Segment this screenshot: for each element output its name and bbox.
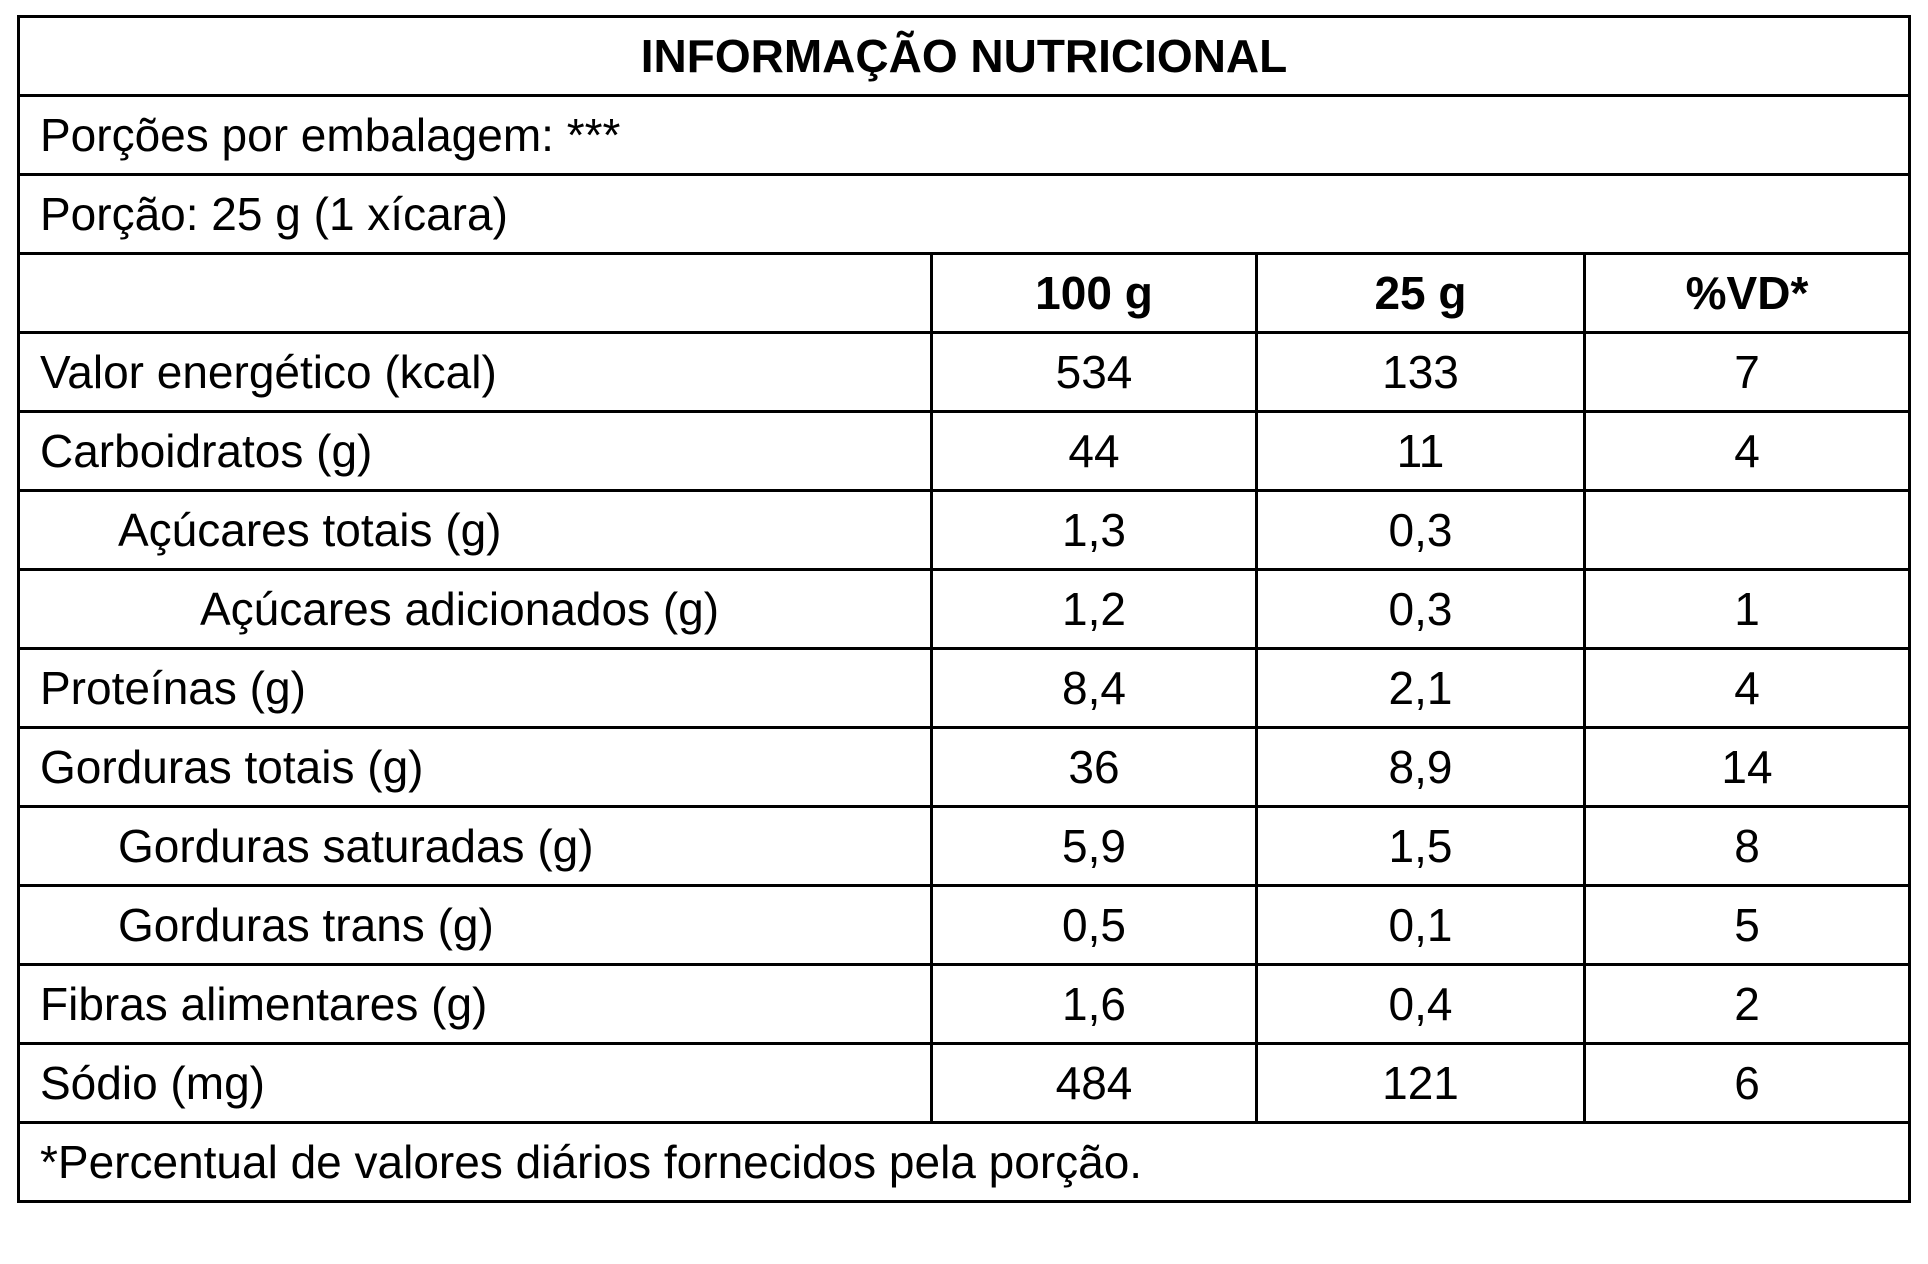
nutrient-value: 14 <box>1583 726 1911 808</box>
nutrient-value: 2,1 <box>1255 647 1586 729</box>
nutrient-row: Sódio (mg) 484 121 6 <box>17 1042 1911 1124</box>
nutrient-value: 2 <box>1583 963 1911 1045</box>
nutrient-row: Gorduras saturadas (g) 5,9 1,5 8 <box>17 805 1911 887</box>
nutrient-row: Proteínas (g) 8,4 2,1 4 <box>17 647 1911 729</box>
servings-per-package: Porções por embalagem: *** <box>17 94 1911 176</box>
nutrient-row: Carboidratos (g) 44 11 4 <box>17 410 1911 492</box>
nutrient-value: 11 <box>1255 410 1586 492</box>
nutrient-value: 534 <box>930 331 1258 413</box>
column-header: 100 g <box>930 252 1258 334</box>
nutrient-name: Valor energético (kcal) <box>17 331 933 413</box>
serving-size: Porção: 25 g (1 xícara) <box>17 173 1911 255</box>
nutrient-value: 1,2 <box>930 568 1258 650</box>
nutrient-name: Sódio (mg) <box>17 1042 933 1124</box>
table-title: INFORMAÇÃO NUTRICIONAL <box>17 15 1911 97</box>
nutrient-value: 0,4 <box>1255 963 1586 1045</box>
nutrient-row: Gorduras trans (g) 0,5 0,1 5 <box>17 884 1911 966</box>
nutrient-name: Carboidratos (g) <box>17 410 933 492</box>
nutrient-value: 133 <box>1255 331 1586 413</box>
nutrition-table: INFORMAÇÃO NUTRICIONAL Porções por embal… <box>17 15 1911 1203</box>
nutrient-value: 0,1 <box>1255 884 1586 966</box>
nutrient-value: 1,3 <box>930 489 1258 571</box>
nutrient-row: Açúcares totais (g) 1,3 0,3 <box>17 489 1911 571</box>
nutrient-name: Açúcares adicionados (g) <box>17 568 933 650</box>
nutrient-value: 1 <box>1583 568 1911 650</box>
nutrient-value: 44 <box>930 410 1258 492</box>
nutrient-value: 36 <box>930 726 1258 808</box>
empty-cell <box>1583 489 1911 571</box>
nutrient-name: Gorduras totais (g) <box>17 726 933 808</box>
nutrient-value: 8 <box>1583 805 1911 887</box>
nutrient-row: Fibras alimentares (g) 1,6 0,4 2 <box>17 963 1911 1045</box>
nutrient-value: 5,9 <box>930 805 1258 887</box>
nutrient-name: Fibras alimentares (g) <box>17 963 933 1045</box>
nutrient-value: 5 <box>1583 884 1911 966</box>
nutrient-row: Valor energético (kcal) 534 133 7 <box>17 331 1911 413</box>
nutrient-name: Gorduras trans (g) <box>17 884 933 966</box>
nutrient-value: 1,5 <box>1255 805 1586 887</box>
nutrient-value: 484 <box>930 1042 1258 1124</box>
nutrient-name: Açúcares totais (g) <box>17 489 933 571</box>
nutrient-value: 4 <box>1583 647 1911 729</box>
nutrient-value: 8,9 <box>1255 726 1586 808</box>
nutrient-value: 121 <box>1255 1042 1586 1124</box>
nutrient-value: 7 <box>1583 331 1911 413</box>
nutrient-row: Gorduras totais (g) 36 8,9 14 <box>17 726 1911 808</box>
column-header: %VD* <box>1583 252 1911 334</box>
nutrient-value: 4 <box>1583 410 1911 492</box>
nutrient-value: 0,3 <box>1255 568 1586 650</box>
nutrient-value: 0,5 <box>930 884 1258 966</box>
empty-header-cell <box>17 252 933 334</box>
nutrient-value: 6 <box>1583 1042 1911 1124</box>
nutrient-value: 8,4 <box>930 647 1258 729</box>
nutrient-value: 1,6 <box>930 963 1258 1045</box>
nutrient-name: Gorduras saturadas (g) <box>17 805 933 887</box>
footnote: *Percentual de valores diários fornecido… <box>17 1121 1911 1203</box>
column-header: 25 g <box>1255 252 1586 334</box>
nutrient-row: Açúcares adicionados (g) 1,2 0,3 1 <box>17 568 1911 650</box>
nutrient-value: 0,3 <box>1255 489 1586 571</box>
nutrient-name: Proteínas (g) <box>17 647 933 729</box>
